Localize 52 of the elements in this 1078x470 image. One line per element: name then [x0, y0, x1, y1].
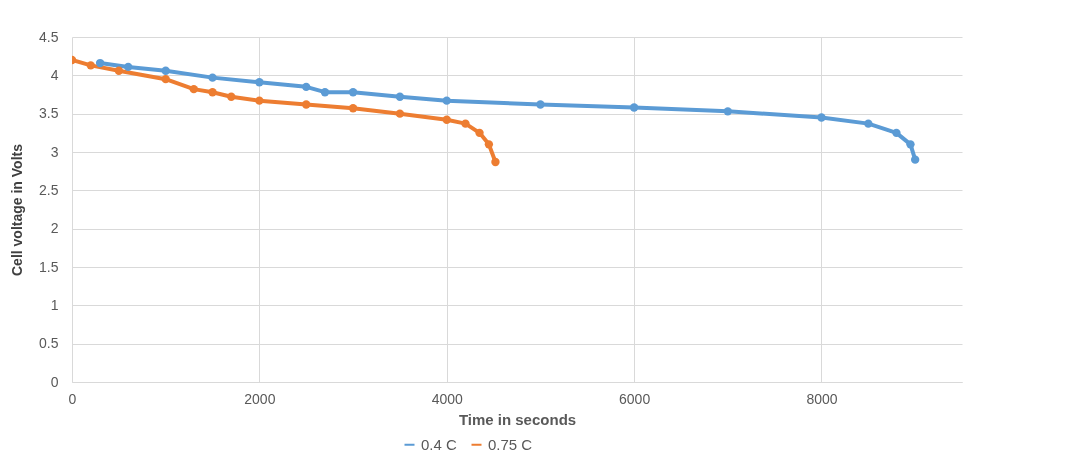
- point: [124, 62, 133, 72]
- x-tick-label: 8000: [806, 390, 838, 407]
- point: [86, 61, 95, 70]
- point: [892, 128, 901, 138]
- point: [348, 88, 358, 97]
- point: [302, 100, 311, 109]
- point: [161, 74, 170, 84]
- point: [227, 92, 236, 101]
- point: [484, 140, 494, 149]
- point: [208, 73, 217, 82]
- point: [114, 66, 124, 75]
- point: [491, 157, 500, 167]
- y-tick-label: 3: [50, 143, 59, 160]
- point: [629, 103, 639, 112]
- y-tick-label: 3.5: [39, 105, 59, 122]
- y-axis-title: Cell voltage in Volts: [9, 143, 26, 276]
- point: [864, 119, 873, 128]
- point: [255, 78, 264, 87]
- point: [817, 113, 826, 122]
- y-tick-label: 2.5: [39, 181, 59, 198]
- point: [461, 119, 470, 128]
- point: [442, 96, 451, 105]
- point: [255, 96, 264, 105]
- legend-label: 0.75 C: [488, 435, 533, 453]
- point: [189, 84, 198, 94]
- legend-label: 0.4 C: [421, 435, 458, 453]
- x-tick-label: 2000: [244, 390, 276, 407]
- y-tick-label: 2: [50, 220, 59, 237]
- x-tick-label: 0: [68, 390, 77, 407]
- point: [475, 128, 484, 138]
- x-tick-label: 6000: [619, 390, 651, 407]
- point: [208, 88, 217, 97]
- y-tick-label: 1: [50, 296, 59, 313]
- point: [536, 100, 545, 109]
- x-tick-label: 4000: [431, 390, 464, 407]
- point: [723, 107, 732, 116]
- y-tick-label: 1.5: [39, 258, 59, 275]
- point: [320, 88, 330, 97]
- point: [302, 82, 311, 92]
- x-axis-title: Time in seconds: [458, 410, 577, 428]
- y-tick-label: 4.5: [39, 28, 59, 45]
- y-tick-label: 0.5: [39, 335, 59, 352]
- point: [442, 115, 451, 124]
- point: [161, 66, 170, 75]
- point: [395, 109, 405, 118]
- y-tick-label: 0: [50, 373, 59, 390]
- point: [906, 140, 915, 149]
- point: [910, 155, 920, 164]
- point: [395, 92, 405, 101]
- y-tick-label: 4: [50, 66, 59, 83]
- point: [348, 104, 358, 113]
- point: [95, 58, 105, 68]
